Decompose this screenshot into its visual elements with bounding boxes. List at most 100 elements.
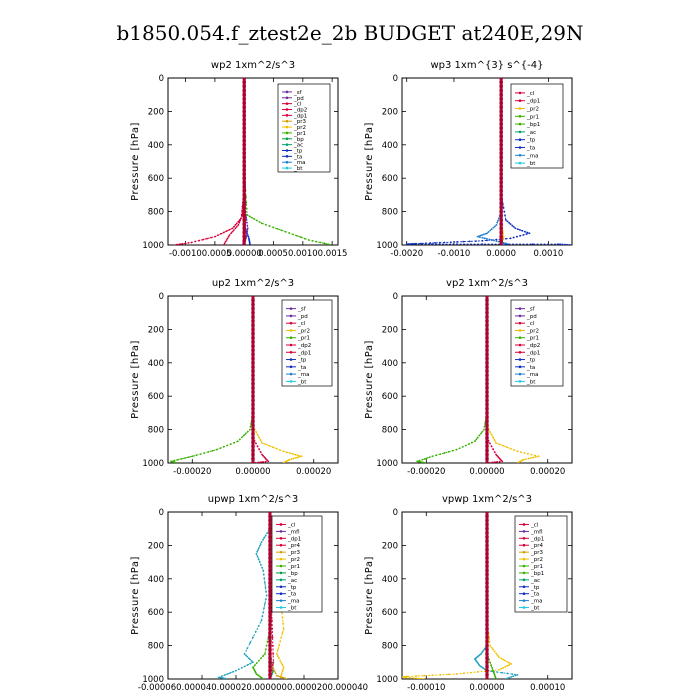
- legend-marker: [522, 557, 526, 561]
- series-marker: [556, 243, 559, 245]
- series-marker: [419, 242, 422, 245]
- series-marker: [439, 453, 442, 455]
- legend-entry: _pr2: [526, 328, 539, 334]
- series-marker: [194, 240, 197, 243]
- series-marker: [256, 550, 259, 553]
- series-marker: [402, 676, 403, 679]
- series-marker: [505, 446, 508, 449]
- zero-profile-marker: [242, 80, 247, 84]
- series-marker: [506, 672, 509, 675]
- legend-marker: [518, 122, 522, 126]
- series-marker: [261, 566, 263, 569]
- series-marker: [260, 657, 262, 660]
- series-marker: [462, 240, 465, 243]
- legend-entry: _pd: [526, 314, 537, 320]
- legend-marker: [518, 380, 522, 383]
- series-marker: [206, 237, 208, 240]
- zero-profile-marker: [251, 365, 255, 369]
- zero-profile-marker: [499, 134, 503, 139]
- zero-profile-marker: [268, 518, 272, 523]
- legend-entry: _pr2: [287, 557, 300, 563]
- series-marker: [527, 452, 529, 455]
- zero-profile-marker: [485, 656, 489, 660]
- series-marker: [223, 677, 226, 679]
- y-tick-label: 800: [382, 426, 398, 436]
- series-marker: [504, 659, 507, 662]
- legend-entry: _pr3: [293, 119, 307, 125]
- series-marker: [478, 434, 481, 437]
- series-marker: [490, 433, 493, 436]
- series-marker: [467, 443, 470, 445]
- series-marker: [214, 235, 216, 238]
- zero-profile-marker: [485, 518, 489, 523]
- series-marker: [510, 676, 513, 678]
- series-marker: [300, 455, 303, 458]
- series-marker: [278, 644, 280, 647]
- series-marker: [415, 242, 418, 245]
- series-marker: [281, 632, 284, 634]
- series-marker: [522, 234, 525, 236]
- series-marker: [191, 455, 194, 458]
- zero-profile-marker: [251, 398, 255, 403]
- zero-profile-marker: [485, 622, 489, 627]
- panel-title: wp3 1xm^{3} s^{-4}: [430, 60, 543, 71]
- legend-entry: _mfl: [530, 529, 543, 535]
- zero-profile-marker: [485, 319, 489, 323]
- series-marker: [232, 670, 235, 673]
- series-marker: [464, 444, 467, 447]
- y-axis-label: Pressure [hPa]: [364, 122, 375, 201]
- zero-profile-marker: [485, 572, 489, 577]
- series-marker: [439, 673, 442, 676]
- series-marker: [268, 444, 271, 447]
- series-marker: [429, 242, 432, 244]
- series-marker: [247, 235, 250, 238]
- series-marker: [510, 663, 513, 665]
- zero-profile-marker: [485, 589, 489, 594]
- zero-profile-marker: [251, 448, 255, 453]
- series-marker: [175, 243, 178, 245]
- zero-profile-marker: [268, 581, 272, 585]
- series-marker: [443, 241, 446, 244]
- zero-profile-marker: [242, 209, 247, 214]
- series-marker: [438, 241, 441, 244]
- series-marker: [405, 243, 408, 245]
- y-tick-label: 1000: [142, 459, 164, 469]
- zero-profile-marker: [485, 568, 489, 573]
- legend-marker: [522, 571, 526, 575]
- series-marker: [219, 676, 222, 679]
- zero-profile-marker: [251, 406, 255, 411]
- zero-profile-marker: [242, 226, 247, 231]
- series-marker: [240, 217, 242, 220]
- series-marker: [323, 242, 326, 245]
- legend-marker: [518, 365, 522, 369]
- zero-profile-marker: [251, 415, 255, 419]
- series-marker: [431, 455, 434, 458]
- series-marker: [461, 445, 464, 448]
- series-marker: [253, 218, 256, 221]
- series-marker: [257, 461, 259, 463]
- series-marker: [502, 658, 505, 661]
- legend-marker: [289, 358, 293, 361]
- legend-marker: [522, 523, 526, 526]
- series-marker: [246, 655, 249, 658]
- series-marker: [233, 441, 236, 444]
- series-marker: [225, 239, 228, 241]
- series-marker: [497, 219, 499, 222]
- zero-profile-marker: [499, 109, 503, 114]
- zero-profile-marker: [485, 560, 489, 564]
- plot-frame: [167, 511, 339, 680]
- x-tick-label: -0.00010: [407, 683, 445, 693]
- series-marker: [277, 675, 280, 678]
- series-marker: [260, 563, 262, 566]
- zero-profile-marker: [251, 310, 255, 315]
- series-marker: [517, 461, 520, 463]
- series-marker: [246, 224, 249, 227]
- zero-profile-marker: [242, 193, 247, 197]
- series-marker: [175, 461, 177, 463]
- series-marker: [319, 241, 322, 244]
- series-marker: [483, 648, 485, 651]
- zero-profile-marker: [499, 230, 503, 235]
- series-marker: [475, 438, 478, 441]
- legend-marker: [279, 571, 283, 575]
- zero-profile-marker: [485, 597, 489, 602]
